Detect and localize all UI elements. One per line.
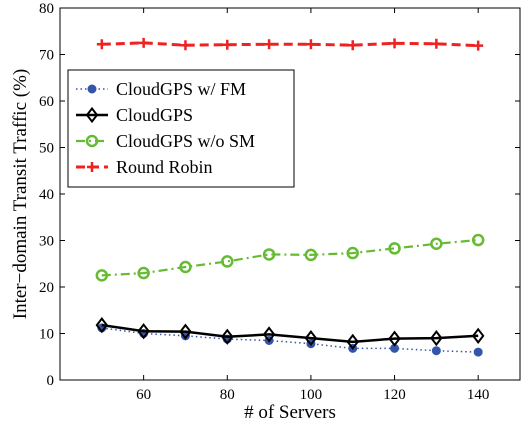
data-point: [262, 248, 276, 261]
series-cloudgps-w-o-sm: [95, 233, 485, 282]
data-point: [431, 38, 442, 49]
data-point: [85, 134, 99, 148]
data-point: [137, 323, 150, 340]
x-tick-label: 80: [220, 387, 235, 403]
y-tick-label: 20: [39, 280, 54, 296]
series-layer: [95, 37, 485, 357]
data-point: [304, 330, 318, 347]
data-point: [137, 266, 150, 280]
data-point: [471, 327, 485, 344]
data-point: [430, 330, 443, 347]
data-point: [87, 162, 97, 172]
data-point: [430, 237, 443, 251]
data-point: [431, 346, 441, 356]
series-line: [101, 238, 479, 277]
y-tick-label: 50: [39, 141, 54, 157]
legend-label: CloudGPS w/ FM: [116, 79, 246, 99]
x-tick-label: 60: [136, 387, 151, 403]
series-cloudgps: [95, 316, 485, 351]
series-line: [101, 41, 479, 48]
data-point: [388, 330, 401, 347]
data-point: [389, 38, 400, 49]
data-point: [87, 84, 97, 94]
data-point: [262, 326, 276, 343]
data-point: [179, 323, 192, 340]
data-point: [305, 39, 316, 50]
data-point: [473, 347, 483, 357]
legend-item: CloudGPS w/ FM: [76, 79, 246, 99]
y-axis: 0 10 20 30 40 50 60 70 80: [39, 1, 520, 389]
x-axis-label: # of Servers: [244, 402, 336, 423]
data-point: [138, 37, 149, 48]
legend-label: Round Robin: [116, 157, 213, 177]
x-axis: 60 80 100 120 140: [136, 8, 489, 403]
legend-item: Round Robin: [76, 157, 213, 177]
plot-area: [59, 7, 521, 381]
y-tick-label: 30: [39, 234, 54, 250]
legend-item: CloudGPS w/o SM: [76, 131, 255, 151]
data-point: [179, 260, 192, 274]
y-tick-label: 60: [39, 94, 54, 110]
series-line: [101, 327, 479, 353]
legend-item: CloudGPS: [76, 105, 193, 125]
data-point: [95, 269, 109, 282]
data-point: [221, 328, 234, 345]
data-point: [471, 233, 485, 247]
y-tick-label: 80: [39, 1, 54, 17]
series-line: [101, 323, 479, 344]
data-point: [222, 39, 233, 50]
series-round-robin: [96, 37, 484, 51]
legend-label: CloudGPS w/o SM: [116, 131, 255, 151]
data-point: [346, 246, 359, 260]
legend-label: CloudGPS: [116, 105, 193, 125]
data-point: [96, 39, 107, 50]
legend: CloudGPS w/ FM CloudGPS CloudGPS w/o SM Rou…: [67, 69, 295, 188]
y-tick-label: 70: [39, 48, 54, 64]
y-tick-label: 0: [47, 373, 55, 389]
data-point: [85, 106, 99, 124]
data-point: [304, 248, 318, 262]
data-point: [347, 40, 358, 51]
data-point: [221, 255, 234, 268]
data-point: [388, 242, 401, 255]
y-axis-label: Inter−domain Transit Traffic (%): [10, 69, 31, 320]
data-point: [473, 40, 484, 51]
x-tick-label: 120: [383, 387, 406, 403]
data-point: [180, 40, 191, 51]
data-point: [346, 333, 359, 351]
y-tick-label: 40: [39, 187, 54, 203]
x-tick-label: 100: [300, 387, 323, 403]
data-point: [264, 39, 275, 50]
y-tick-label: 10: [39, 327, 54, 343]
data-point: [95, 316, 109, 334]
x-tick-label: 140: [467, 387, 490, 403]
